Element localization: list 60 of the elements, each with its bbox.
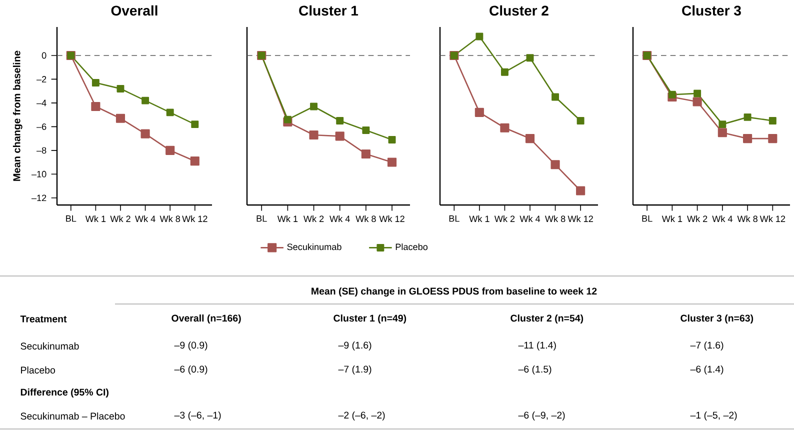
x-tick-label: BL — [256, 215, 267, 222]
text: Secukinumab — [20, 342, 79, 350]
text: –6 (–9, –2) — [518, 411, 565, 421]
text: Overall (n=166) — [172, 314, 241, 324]
x-tick-label: Wk 8 — [160, 215, 180, 222]
text: Cluster 2 (n=54) — [510, 314, 584, 324]
y-tick-label: –8 — [36, 147, 46, 154]
x-tick-label: Wk 4 — [330, 215, 350, 222]
y-axis-title: Mean change from baseline — [12, 50, 22, 181]
text: –6 (1.4) — [690, 365, 724, 375]
text: –2 (–6, –2) — [338, 411, 385, 421]
text: Treatment — [20, 316, 67, 322]
x-tick-label: Wk 2 — [494, 215, 515, 222]
text: –11 (1.4) — [518, 341, 556, 351]
x-tick-label: BL — [642, 215, 652, 222]
x-tick-label: Wk 1 — [662, 215, 682, 222]
text: –9 (0.9) — [174, 341, 208, 351]
text: Placebo — [21, 366, 56, 374]
text: Secukinumab – Placebo — [20, 412, 125, 420]
x-tick-label: Wk 8 — [737, 215, 758, 222]
y-tick-label: –10 — [31, 170, 46, 178]
x-tick-label: Wk 12 — [379, 215, 404, 222]
legend-label: Placebo — [396, 243, 428, 250]
x-tick-label: Wk 12 — [182, 215, 208, 222]
x-tick-label: Wk 2 — [687, 215, 708, 222]
x-tick-label: Wk 4 — [712, 215, 732, 222]
text: Cluster 3 (n=63) — [680, 314, 754, 324]
y-tick-label: –12 — [31, 194, 46, 202]
text: –3 (–6, –1) — [174, 411, 221, 421]
x-tick-label: BL — [66, 215, 76, 222]
text: –6 (0.9) — [174, 365, 208, 375]
y-tick-label: –2 — [36, 76, 46, 82]
x-tick-label: Wk 4 — [520, 215, 540, 222]
text: –6 (1.5) — [518, 365, 552, 375]
y-tick-label: 0 — [42, 52, 46, 59]
text: –9 (1.6) — [338, 341, 372, 351]
y-tick-label: –6 — [36, 123, 46, 130]
text: Difference (95% CI) — [20, 388, 108, 398]
x-tick-label: Wk 8 — [356, 215, 376, 222]
text: Mean (SE) change in GLOESS PDUS from baseline to week 12 — [312, 287, 597, 297]
chart-title: Cluster 2 — [490, 5, 548, 16]
x-tick-label: Wk 2 — [110, 215, 130, 222]
x-tick-label: Wk 1 — [85, 215, 106, 222]
text: –7 (1.6) — [690, 341, 724, 351]
text: –7 (1.9) — [338, 365, 372, 375]
x-tick-label: Wk 12 — [568, 215, 593, 222]
chart-title: Overall — [111, 5, 158, 16]
text: Cluster 1 (n=49) — [334, 314, 406, 324]
chart-title: Cluster 3 — [682, 5, 741, 16]
x-tick-label: Wk 8 — [544, 215, 566, 222]
x-tick-label: BL — [449, 215, 460, 222]
x-tick-label: Wk 2 — [303, 215, 324, 222]
x-tick-label: Wk 1 — [469, 215, 490, 222]
text: –1 (–5, –2) — [690, 411, 737, 421]
chart-title: Cluster 1 — [299, 5, 358, 16]
x-tick-label: Wk 1 — [277, 215, 298, 222]
legend-label: Secukinumab — [287, 243, 342, 250]
x-tick-label: Wk 4 — [135, 215, 156, 222]
y-tick-label: –4 — [36, 100, 46, 106]
x-tick-label: Wk 12 — [760, 215, 786, 222]
